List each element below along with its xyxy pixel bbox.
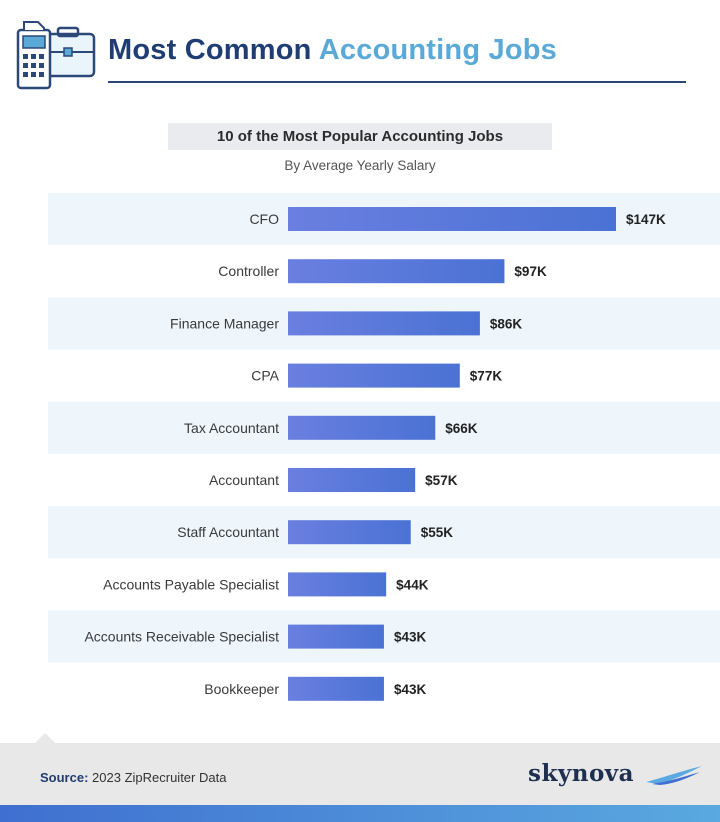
bar [288,624,384,649]
bar [288,207,616,231]
bar [288,676,384,701]
category-label: Accounts Receivable Specialist [84,629,279,645]
value-label: $55K [421,525,454,540]
row-band [48,610,720,663]
value-label: $66K [445,421,478,436]
bottom-band [0,805,720,822]
value-label: $97K [514,264,547,279]
value-label: $43K [394,630,427,645]
brand-logo: skynova [528,760,635,787]
chart-subtitle: By Average Yearly Salary [284,158,436,173]
bar-chart: CFO $147K Controller $97K Finance Manager $86… [48,192,720,701]
footer [0,743,720,805]
bar [288,468,416,492]
page-title: Most Common Accounting Jobs [108,34,557,67]
value-label: $86K [490,316,523,331]
category-label: Finance Manager [170,315,279,331]
category-label: Staff Accountant [177,524,279,540]
chart-title: 10 of the Most Popular Accounting Jobs [216,128,504,145]
calculator-briefcase-icon [16,21,96,90]
value-label: $44K [396,577,429,592]
swoosh-icon [646,766,702,785]
value-label: $77K [470,369,503,384]
title-part-1: Most Common [108,34,312,66]
header: Most Common Accounting Jobs [0,0,720,100]
category-label: CFO [249,211,279,227]
bar [288,415,436,440]
chart-title-background [168,123,552,150]
title-part-2: Accounting Jobs [318,34,557,66]
category-label: Accountant [209,472,279,488]
source-label: Source: [40,770,89,785]
category-label: Tax Accountant [184,420,279,436]
bar [288,520,411,545]
value-label: $57K [425,473,458,488]
category-label: Bookkeeper [204,681,279,697]
title-divider [108,81,686,83]
source-text: 2023 ZipRecruiter Data [92,770,227,785]
value-label: $43K [394,682,427,697]
footer-notch [34,733,56,744]
source-note: Source: 2023 ZipRecruiter Data [40,770,226,785]
category-label: CPA [251,368,279,384]
bar [288,259,505,284]
bar [288,311,480,336]
category-label: Accounts Payable Specialist [103,576,279,592]
bar [288,363,460,388]
bar [288,572,387,597]
value-label: $147K [626,212,666,227]
category-label: Controller [218,263,279,279]
